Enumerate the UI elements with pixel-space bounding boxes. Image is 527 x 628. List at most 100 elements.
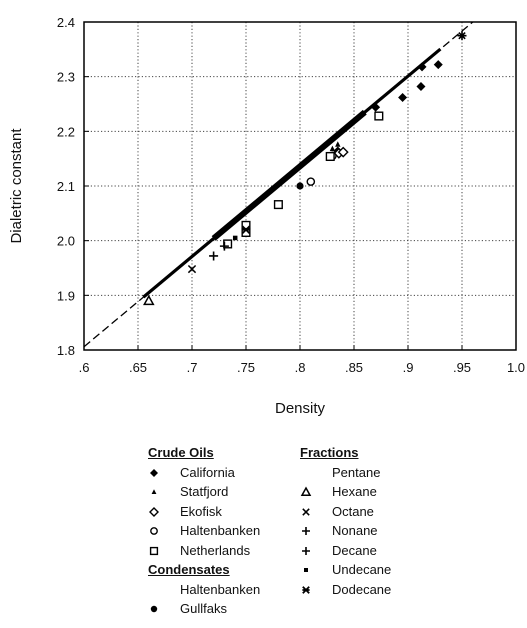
legend-marker-icon [302,585,310,594]
legend-item: Pentane [300,463,430,483]
x-tick-label: .75 [237,360,255,375]
legend-item: Statfjord [148,482,298,502]
legend-fractions-list: Pentane Hexane Octane Nonane Decane Undecane D… [300,463,430,600]
data-point-star [457,31,467,41]
legend-marker-icon [300,486,312,496]
x-axis-ticks: .6 .65 .7 .75 .8 .85 .9 .95 1.0 [79,345,525,375]
legend-marker-icon [302,546,310,555]
data-point-netherlands [374,111,384,121]
legend-marker-icon [150,527,158,535]
data-point-netherlands [273,200,283,210]
legend-condensates-list: Haltenbanken Gullfaks [148,580,298,619]
data-point-hexane [143,294,155,306]
legend-marker-icon [304,568,308,572]
data-point-ekofisk [337,146,349,158]
x-tick-label: .85 [345,360,363,375]
marker-triangle-open [300,486,312,496]
x-tick-label: .6 [79,360,90,375]
legend-label: Nonane [332,523,378,538]
legend-label: Pentane [332,464,381,480]
x-tick-label: .7 [187,360,198,375]
marker-x [302,507,310,516]
legend-item: Haltenbanken [148,580,298,600]
data-point-california [416,82,426,92]
data-point-california [417,62,427,72]
legend-item: Dodecane [300,580,430,600]
legend-label: California [180,464,235,480]
legend-condensates-header: Condensates [148,562,230,577]
grid-lines [84,22,516,350]
legend-crude-header: Crude Oils [148,445,214,460]
legend-item: Ekofisk [148,502,298,522]
legend-item: Haltenbanken [148,521,298,541]
x-tick-label: .95 [453,360,471,375]
fit-line-group [83,21,474,348]
data-points [143,31,467,306]
marker-plus [302,546,310,555]
data-point-netherlands [325,151,335,162]
data-point-california [433,60,443,70]
legend-right: Fractions Pentane Hexane Octane Nonane Decan… [300,443,430,599]
legend-item: Hexane [300,482,430,502]
legend-marker-icon [150,605,158,613]
legend-label: Octane [332,503,374,519]
data-point-california [371,102,381,112]
x-tick-label: .9 [403,360,414,375]
legend-marker-icon [149,546,159,555]
data-point-statfjord [329,145,336,152]
legend-marker-icon [149,506,159,517]
x-tick-label: .65 [129,360,147,375]
data-point-statfjord [335,141,341,147]
legend-item: Decane [300,541,430,561]
data-point-octane [187,264,197,274]
legend-marker-icon [150,468,158,477]
y-axis-ticks: 1.8 1.9 2.0 2.1 2.2 2.3 2.4 [57,15,89,358]
legend-label: Haltenbanken [180,523,261,538]
legend-label: Netherlands [180,542,251,558]
marker-diamond-open [149,506,159,517]
legend-item: Undecane [300,560,430,580]
legend-label: Statfjord [180,484,229,499]
y-tick-label: 2.4 [57,15,75,30]
marker-x-bold [302,585,310,594]
x-tick-label: .8 [295,360,306,375]
marker-square-open [149,546,159,555]
legend-item: Netherlands [148,541,298,561]
legend-crude-list: California Statfjord Ekofisk Haltenbanken Ne… [148,463,298,561]
marker-diamond-filled [150,468,158,477]
data-point-undecane [232,235,238,241]
legend-label: Hexane [332,484,377,499]
y-tick-label: 2.1 [57,179,75,194]
data-point-haltenbanken [306,177,316,186]
y-tick-label: 1.9 [57,288,75,303]
legend-item: Gullfaks [148,599,298,619]
marker-triangle-small [151,489,157,494]
marker-circle-open [150,527,158,535]
fit-line-dense [211,109,367,241]
legend-marker-icon [151,489,157,494]
legend-label: Haltenbanken [180,581,261,597]
data-point-nonane [209,251,219,261]
marker-circle-filled [150,605,158,613]
legend-item: Octane [300,502,430,522]
marker-plus [302,527,310,535]
data-point-california [398,92,408,102]
legend-marker-icon [302,527,310,535]
data-point-dodecane [241,225,251,234]
legend-fractions-header: Fractions [300,445,359,460]
legend-label: Dodecane [332,581,392,597]
data-point-gullfaks [296,182,304,190]
legend-item: Nonane [300,521,430,541]
y-tick-label: 2.0 [57,234,75,249]
y-tick-label: 2.2 [57,124,75,139]
legend-label: Ekofisk [180,503,222,519]
y-tick-label: 2.3 [57,70,75,85]
legend-left: Crude Oils California Statfjord Ekofisk Hal… [148,443,298,619]
legend-item: California [148,463,298,483]
legend-marker-icon [302,507,310,516]
legend-label: Undecane [332,562,392,577]
x-tick-label: 1.0 [507,360,525,375]
chart-area: .6 .65 .7 .75 .8 .85 .9 .95 1.0 1.8 1.9 2.0 2.1 2.2 2… [8,15,525,417]
y-axis-title: Dialetric constant [8,128,25,244]
y-tick-label: 1.8 [57,343,75,358]
